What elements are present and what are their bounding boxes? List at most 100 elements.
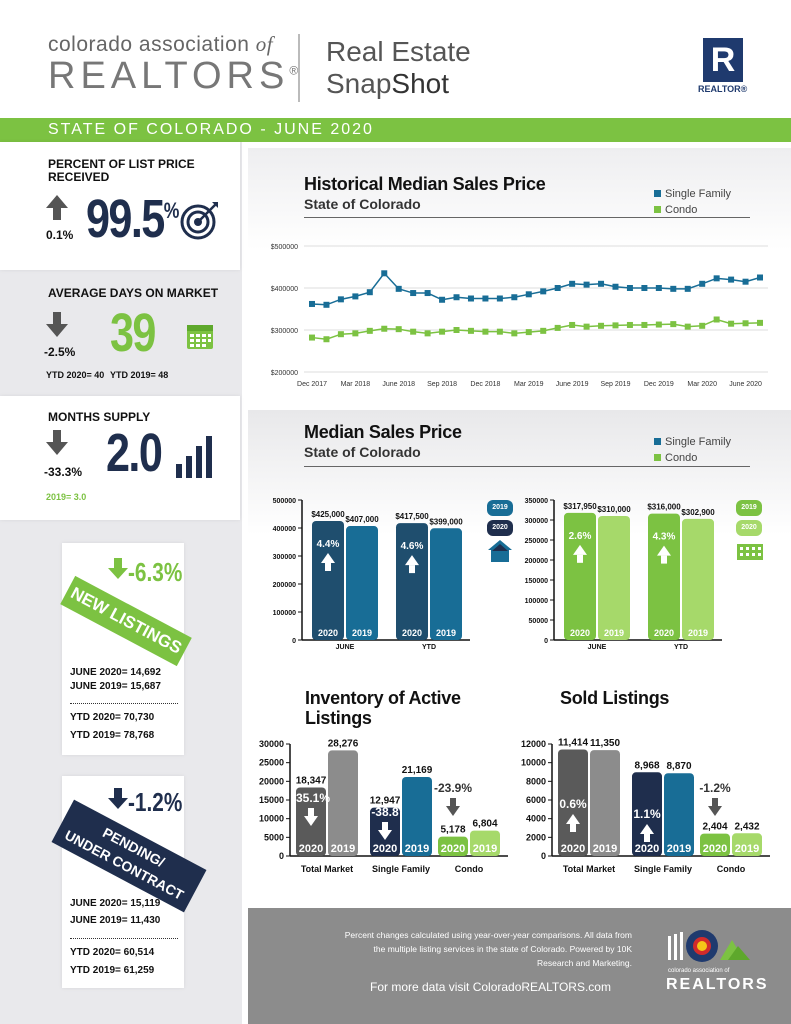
data-point <box>641 285 648 291</box>
badge-2020: 2020 <box>487 520 513 536</box>
data-label: $425,000 <box>311 510 345 519</box>
y-tick-label: 100000 <box>525 598 548 605</box>
y-tick-label: 0 <box>279 851 284 861</box>
y-tick-label: 0 <box>544 638 548 645</box>
data-point <box>554 285 561 291</box>
y-tick-label: 100000 <box>273 610 296 617</box>
y-tick-label: 400000 <box>273 526 296 533</box>
down-arrow-stem <box>382 822 388 830</box>
up-arrow-stem <box>644 834 650 842</box>
bar <box>438 836 468 856</box>
x-tick-label: June 2020 <box>729 381 762 388</box>
data-point <box>699 280 706 287</box>
change-label: -38.8 <box>371 805 399 819</box>
category-label: JUNE <box>588 644 607 651</box>
down-arrow-stem <box>712 798 718 806</box>
category-label: Single Family <box>372 864 430 874</box>
bar-year-label: 2019 <box>331 843 355 855</box>
up-arrow-stem <box>325 563 331 571</box>
y-tick-label: 15000 <box>259 795 284 805</box>
data-label: $407,000 <box>345 515 379 524</box>
bar-year-label: 2019 <box>688 628 708 638</box>
data-point <box>482 328 489 335</box>
footer-link[interactable]: For more data visit ColoradoREALTORS.com <box>370 980 611 994</box>
data-label: 12,947 <box>370 796 401 807</box>
down-arrow-stem <box>450 798 456 806</box>
down-arrow-icon <box>378 830 392 840</box>
data-point <box>655 285 662 291</box>
pending-change: -1.2% <box>128 787 183 817</box>
sold-chart: 0 2000 4000 6000 8000 10000 12000 11,414 2020 11,… <box>521 737 770 874</box>
data-point <box>439 296 446 303</box>
data-point <box>670 285 677 292</box>
y-tick-label: 5000 <box>264 832 284 842</box>
up-arrow-icon <box>321 553 335 563</box>
bar <box>402 776 432 856</box>
data-point <box>670 321 677 328</box>
divider <box>70 938 178 939</box>
category-label: Single Family <box>634 864 692 874</box>
x-tick-label: Sep 2019 <box>600 381 630 388</box>
footer-logo-top: colorado association of <box>668 968 730 974</box>
data-point <box>742 278 749 285</box>
data-point <box>482 295 489 302</box>
bar-year-label: 2020 <box>654 628 674 638</box>
change-label: 0.6% <box>559 797 587 811</box>
realtor-logo-text: REALTOR® <box>698 84 748 94</box>
bar <box>682 518 714 640</box>
bar-year-label: 2020 <box>441 843 465 855</box>
badge-2019: 2019 <box>487 500 513 516</box>
historical-subtitle: State of Colorado <box>304 196 421 212</box>
data-label: 8,968 <box>634 760 659 771</box>
up-arrow-stem <box>570 824 576 832</box>
bar-year-label: 2020 <box>318 628 338 638</box>
up-arrow-stem <box>661 555 667 564</box>
category-label: Total Market <box>563 864 615 874</box>
header-divider <box>298 34 300 102</box>
y-tick-label: 10000 <box>259 814 284 824</box>
sold-title: Sold Listings <box>560 688 670 708</box>
x-tick-label: Dec 2017 <box>297 381 327 388</box>
data-point <box>511 330 518 337</box>
down-arrow-icon <box>108 558 128 579</box>
new-listings-june2019: JUNE 2019= 15,687 <box>70 681 161 692</box>
change-label: -23.9% <box>434 781 472 795</box>
data-label: 5,178 <box>440 825 465 836</box>
data-point <box>467 327 474 334</box>
bar <box>648 513 680 640</box>
brand-main: REALTORS® <box>48 55 304 97</box>
data-point <box>337 296 344 303</box>
y-tick-label: 6000 <box>526 795 546 805</box>
bar <box>396 523 428 640</box>
data-point <box>684 285 691 292</box>
bar-year-label: 2020 <box>402 628 422 638</box>
bar <box>558 749 588 856</box>
days-title: AVERAGE DAYS ON MARKET <box>48 286 219 300</box>
x-tick-label: Dec 2018 <box>470 381 500 388</box>
down-arrow-stem <box>308 808 314 816</box>
list-price-title: PERCENT OF LIST PRICE RECEIVED <box>48 157 195 184</box>
down-arrow-icon <box>46 312 68 337</box>
category-label: YTD <box>674 644 688 651</box>
data-label: 28,276 <box>328 738 359 749</box>
down-arrow-icon <box>108 788 128 809</box>
data-point <box>641 321 648 328</box>
x-tick-label: June 2019 <box>556 381 589 388</box>
data-point <box>540 327 547 334</box>
x-tick-label: Mar 2018 <box>341 381 371 388</box>
data-point <box>583 281 590 288</box>
badge-2020: 2020 <box>736 520 762 536</box>
y-tick-label: 0 <box>292 638 296 645</box>
data-point <box>467 295 474 302</box>
bar <box>590 750 620 856</box>
months-prev: 2019= 3.0 <box>46 492 87 502</box>
data-point <box>598 280 605 287</box>
data-label: 21,169 <box>402 765 433 776</box>
up-arrow-stem <box>577 554 583 563</box>
median-single-family-chart: 0 100000 200000 300000 400000 500000 $425,000 2… <box>273 498 470 651</box>
category-label: Condo <box>717 864 746 874</box>
data-point <box>757 319 763 326</box>
brand-top: colorado association of <box>48 32 274 56</box>
historical-panel <box>248 148 791 403</box>
data-point <box>612 322 619 329</box>
